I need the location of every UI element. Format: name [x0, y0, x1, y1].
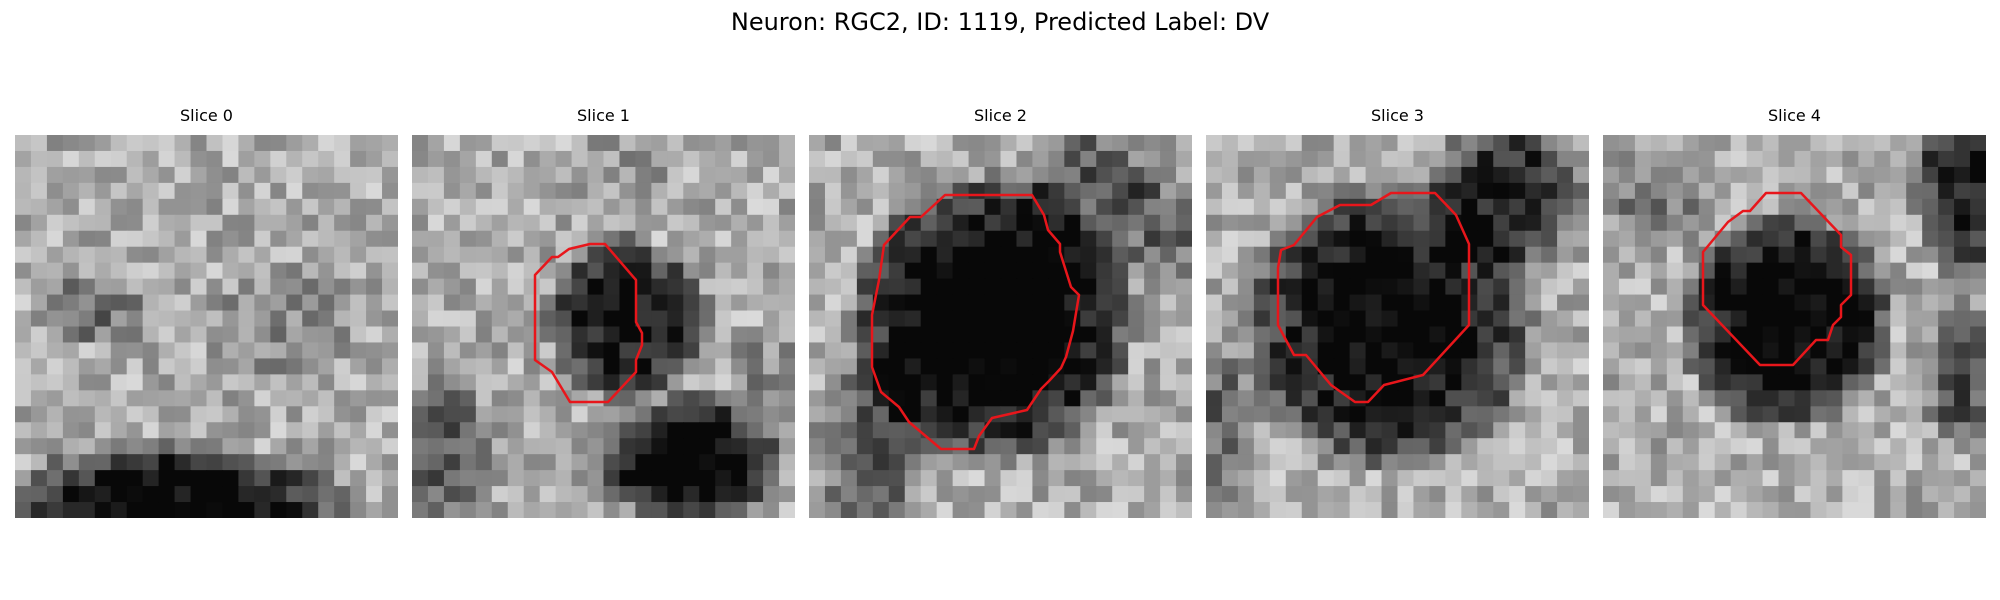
slice-image-1 — [412, 135, 795, 518]
slice-image-3 — [1206, 135, 1589, 518]
segmentation-contour — [1276, 191, 1471, 404]
figure-title: Neuron: RGC2, ID: 1119, Predicted Label:… — [730, 8, 1270, 36]
slice-title-2: Slice 2 — [974, 106, 1027, 125]
segmentation-contour — [533, 242, 644, 404]
segmentation-contour — [1701, 191, 1853, 367]
slice-image-0 — [15, 135, 398, 518]
slice-title-4: Slice 4 — [1768, 106, 1821, 125]
segmentation-contour — [870, 193, 1081, 451]
slice-title-1: Slice 1 — [577, 106, 630, 125]
slice-title-3: Slice 3 — [1371, 106, 1424, 125]
slice-image-2 — [809, 135, 1192, 518]
slice-image-4 — [1603, 135, 1986, 518]
slice-title-0: Slice 0 — [180, 106, 233, 125]
